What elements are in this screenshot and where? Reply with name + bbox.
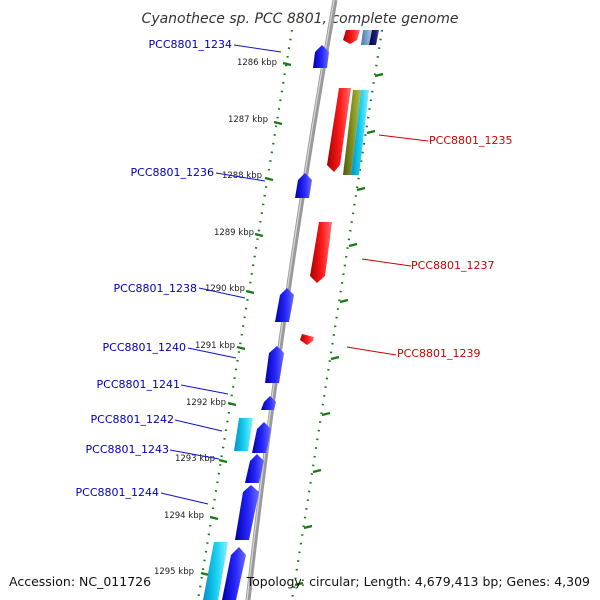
tick-label: 1292 kbp: [186, 398, 226, 408]
tick-label: 1290 kbp: [205, 284, 245, 294]
forward-leader-lines: [160, 44, 282, 505]
cyan-feature-bottom: [203, 542, 228, 600]
tick-label: 1295 kbp: [154, 567, 194, 577]
gene-label: PCC8801_1240: [103, 341, 186, 354]
gene-label: PCC8801_1238: [114, 282, 197, 295]
forward-gene-1236: [295, 173, 312, 198]
gene-label: PCC8801_1244: [76, 486, 159, 499]
accession-text: Accession: NC_011726: [9, 574, 151, 589]
gene-label: PCC8801_1242: [91, 413, 174, 426]
forward-gene-1238: [275, 288, 294, 322]
forward-gene-1243: [245, 454, 264, 483]
gene-label: PCC8801_1236: [131, 166, 214, 179]
reverse-gene-1235: [327, 88, 351, 172]
cyan-feature-1242: [234, 418, 253, 451]
tick-label: 1294 kbp: [164, 511, 204, 521]
cyan-feature: [351, 90, 369, 175]
forward-gene-1242: [252, 422, 271, 453]
outer-major-ticks: [294, 72, 384, 587]
forward-gene-1240: [265, 346, 284, 383]
gene-label: PCC8801_1241: [97, 378, 180, 391]
tick-labels: 1286 kbp 1287 kbp 1288 kbp 1289 kbp 1290…: [154, 58, 277, 577]
forward-gene-1241: [261, 396, 276, 410]
gene-label: PCC8801_1235: [429, 134, 512, 147]
forward-gene-bottom: [222, 547, 246, 600]
forward-gene-1234: [313, 45, 329, 68]
tick-label: 1287 kbp: [228, 115, 268, 125]
navy-feature-top: [369, 30, 379, 45]
tick-label: 1293 kbp: [175, 454, 215, 464]
gene-label: PCC8801_1237: [411, 259, 494, 272]
tick-label: 1288 kbp: [222, 171, 262, 181]
forward-gene-labels: PCC8801_1234 PCC8801_1236 PCC8801_1238 P…: [76, 38, 232, 499]
reverse-gene-1239: [300, 334, 314, 345]
inner-major-ticks: [200, 61, 292, 577]
reverse-gene-top: [343, 30, 360, 44]
gene-label: PCC8801_1243: [86, 443, 169, 456]
tick-label: 1291 kbp: [195, 341, 235, 351]
genome-summary-text: Topology: circular; Length: 4,679,413 bp…: [246, 574, 590, 589]
reverse-strand-features: [300, 30, 379, 345]
reverse-gene-1237: [310, 222, 332, 283]
reverse-gene-labels: PCC8801_1235 PCC8801_1237 PCC8801_1239: [397, 134, 512, 360]
gene-label: PCC8801_1239: [397, 347, 480, 360]
olive-feature: [343, 90, 361, 175]
reverse-leader-lines: [346, 134, 429, 356]
gene-label: PCC8801_1234: [149, 38, 232, 51]
forward-strand-features: [203, 45, 329, 600]
tick-label: 1286 kbp: [237, 58, 277, 68]
steel-feature-top: [361, 30, 372, 45]
forward-gene-1244: [235, 485, 259, 540]
tick-label: 1289 kbp: [214, 228, 254, 238]
map-title: Cyanothece sp. PCC 8801, complete genome: [142, 11, 459, 27]
